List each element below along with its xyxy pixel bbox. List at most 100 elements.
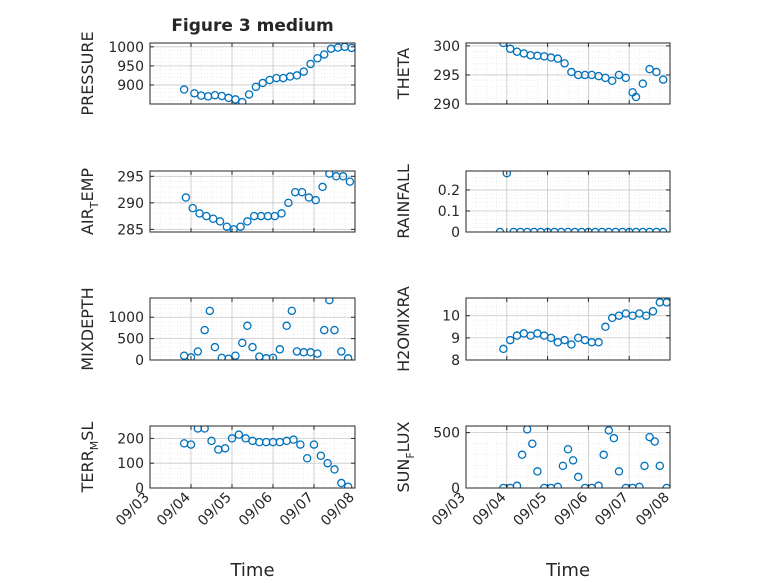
y-tick-label: 200 (117, 431, 144, 447)
data-point (215, 217, 225, 226)
data-point (196, 91, 206, 100)
data-point (202, 211, 211, 221)
y-tick-label: 290 (117, 196, 144, 212)
data-point (533, 329, 542, 338)
data-point (188, 203, 197, 213)
data-point (292, 71, 302, 80)
data-point (323, 458, 332, 468)
data-point (297, 187, 307, 197)
data-point (238, 97, 247, 104)
x-tick-label: 09/05 (195, 490, 235, 530)
data-point (621, 73, 631, 83)
data-point (325, 298, 334, 305)
data-point (179, 85, 189, 94)
data-point (347, 43, 355, 53)
data-point (249, 211, 259, 221)
data-point (553, 338, 563, 347)
y-axis-label: THETA (394, 48, 413, 100)
y-axis-label: SUNFLUX (394, 421, 417, 492)
axes-box (465, 425, 671, 489)
data-point (338, 172, 348, 181)
data-point (255, 352, 264, 360)
data-point (210, 342, 220, 352)
data-point (345, 177, 355, 186)
data-point (285, 72, 295, 81)
data-point (599, 450, 608, 460)
data-point (614, 467, 624, 476)
data-point (526, 50, 535, 60)
subplot-sun-flux: 0 500 09/03 09/04 09/05 09/06 09/07 09/08 SUNFLU… (394, 421, 673, 581)
y-tick-label: 0 (451, 225, 460, 241)
data-point (207, 436, 216, 446)
data-point (594, 338, 603, 347)
data-point (217, 91, 226, 101)
data-point (330, 465, 339, 474)
data-point (237, 338, 247, 348)
x-tick-label: 09/08 (318, 490, 358, 530)
data-point (519, 49, 529, 58)
data-point (645, 432, 654, 442)
data-point (563, 444, 573, 454)
data-point (319, 325, 329, 335)
data-point (186, 440, 196, 449)
data-point (517, 450, 527, 460)
data-series (495, 171, 668, 232)
data-point (609, 433, 619, 443)
x-tick-label: 09/07 (592, 490, 632, 530)
axes-box (465, 42, 671, 105)
y-tick-label: 100 (117, 456, 144, 472)
data-series (181, 171, 355, 232)
data-point (319, 50, 329, 59)
axes-box (149, 170, 356, 233)
data-point (210, 90, 220, 100)
subplot-mixdepth: 0 500 1000 MIXDEPTH (78, 287, 356, 371)
data-point (553, 482, 563, 488)
data-point (607, 76, 617, 86)
data-series (499, 43, 668, 102)
data-point (330, 325, 339, 335)
x-tick-label: 09/03 (429, 490, 469, 530)
data-point (655, 461, 665, 471)
data-point (658, 75, 668, 84)
subplot-terr-msl: 0 100 200 09/03 09/04 09/05 09/06 09/07 09/08 TER… (78, 422, 358, 581)
data-point (289, 435, 298, 444)
y-axis-label: TERRMSL (78, 422, 101, 494)
x-axis-label: Time (545, 560, 590, 581)
y-tick-label: 1000 (108, 310, 144, 326)
data-series (179, 426, 353, 488)
data-point (567, 67, 576, 77)
y-axis-label: H2OMIXRA (394, 286, 413, 372)
data-point (186, 353, 196, 360)
data-point (546, 333, 556, 343)
data-point (277, 209, 286, 218)
subplot-pressure: 900 950 1000 PRESSURE Figure 3 medium (78, 16, 356, 116)
data-point (296, 440, 305, 449)
data-point (558, 461, 568, 471)
data-point (648, 307, 658, 316)
subplot-h2omixra: 8 9 10 H2OMIXRA (394, 286, 671, 372)
data-point (568, 456, 578, 465)
x-tick-label: 09/06 (236, 489, 276, 529)
data-point (502, 171, 512, 178)
data-point (195, 209, 204, 218)
y-tick-label: 9 (451, 331, 460, 347)
data-point (309, 440, 319, 449)
y-axis-label: MIXDEPTH (78, 287, 97, 370)
data-point (333, 43, 343, 52)
data-point (522, 426, 532, 434)
data-point (499, 344, 508, 354)
data-point (553, 54, 563, 63)
y-tick-label: 8 (451, 353, 460, 369)
data-point (244, 90, 254, 99)
data-point (302, 453, 312, 463)
data-point (227, 434, 237, 443)
data-point (560, 59, 569, 68)
y-axis-label: RAINFALL (394, 164, 413, 239)
data-point (234, 430, 244, 439)
data-point (231, 351, 240, 360)
y-tick-label: 1000 (108, 40, 144, 56)
y-tick-label: 0 (135, 353, 144, 369)
data-point (224, 354, 233, 360)
y-tick-label: 285 (117, 222, 144, 238)
